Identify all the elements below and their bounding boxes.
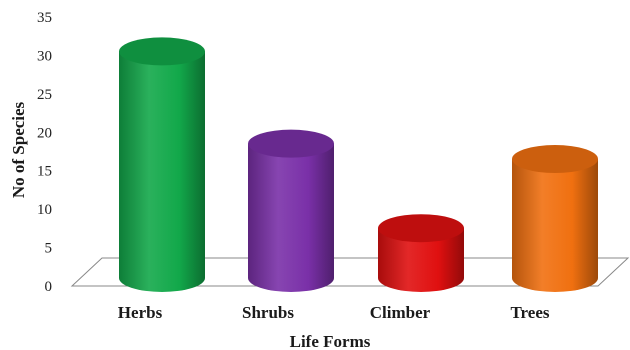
y-tick-label: 15 bbox=[37, 164, 52, 180]
y-tick-label: 0 bbox=[45, 279, 53, 295]
bar-climber bbox=[378, 214, 464, 292]
x-axis: Herbs Shrubs Climber Trees bbox=[118, 303, 550, 322]
bar-body bbox=[512, 159, 598, 292]
y-tick-label: 10 bbox=[37, 202, 52, 218]
bar-top bbox=[248, 129, 334, 158]
y-axis: 0 5 10 15 20 25 30 35 bbox=[37, 10, 52, 295]
bar-herbs bbox=[119, 37, 205, 292]
bar-trees bbox=[512, 145, 598, 292]
y-tick-label: 5 bbox=[45, 241, 53, 257]
y-tick-label: 25 bbox=[37, 87, 52, 103]
bar-body bbox=[248, 143, 334, 292]
x-tick-label: Herbs bbox=[118, 303, 163, 322]
bar-body bbox=[119, 51, 205, 292]
bars bbox=[119, 37, 598, 292]
bar-body bbox=[378, 228, 464, 292]
bar-top bbox=[512, 145, 598, 174]
bar-shrubs bbox=[248, 129, 334, 292]
bar-top bbox=[119, 37, 205, 66]
x-tick-label: Shrubs bbox=[242, 303, 294, 322]
x-tick-label: Climber bbox=[370, 303, 431, 322]
y-tick-label: 35 bbox=[37, 10, 52, 26]
bar-top bbox=[378, 214, 464, 243]
x-tick-label: Trees bbox=[510, 303, 549, 322]
x-axis-title: Life Forms bbox=[290, 332, 371, 350]
y-tick-label: 30 bbox=[37, 48, 52, 64]
y-tick-label: 20 bbox=[37, 125, 52, 141]
y-axis-title: No of Species bbox=[9, 101, 28, 198]
